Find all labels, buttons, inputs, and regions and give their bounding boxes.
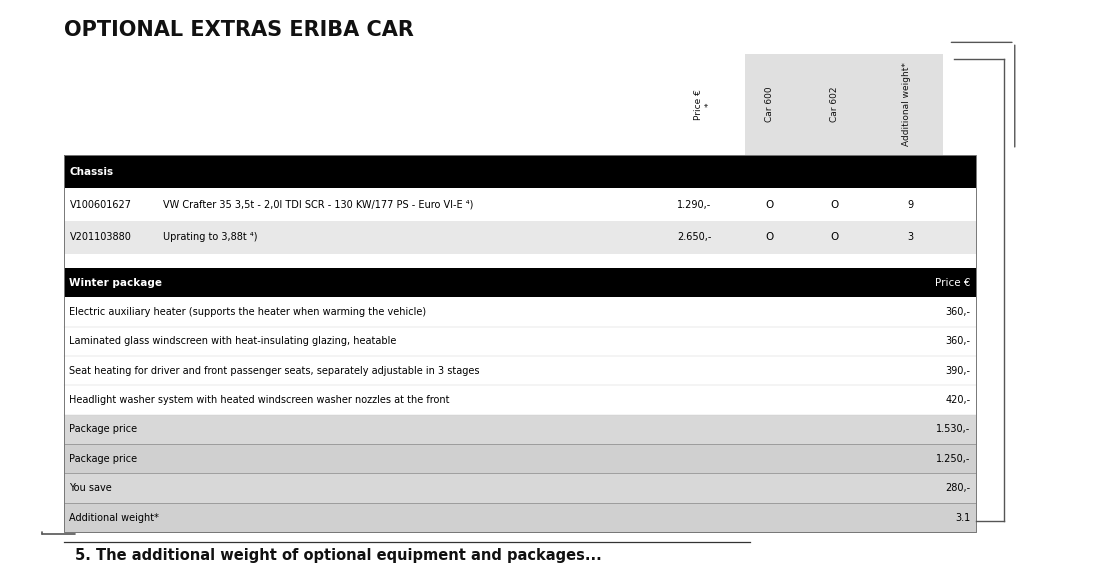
Text: 360,-: 360,-	[945, 307, 971, 317]
Text: 1.290,-: 1.290,-	[677, 199, 711, 210]
Text: V201103880: V201103880	[69, 232, 131, 242]
Bar	[64, 327, 976, 356]
Bar	[64, 155, 976, 188]
Text: V100601627: V100601627	[69, 199, 131, 210]
Text: 1.250,-: 1.250,-	[936, 454, 971, 464]
Text: Additional weight*: Additional weight*	[69, 512, 159, 523]
Text: Package price: Package price	[69, 454, 138, 464]
Text: Uprating to 3,88t ⁴): Uprating to 3,88t ⁴)	[163, 232, 258, 242]
Bar	[64, 473, 976, 503]
Text: 2.650,-: 2.650,-	[677, 232, 711, 242]
Bar	[64, 503, 976, 532]
Text: O: O	[765, 199, 774, 210]
Text: Additional weight*: Additional weight*	[902, 63, 911, 146]
Text: Laminated glass windscreen with heat-insulating glazing, heatable: Laminated glass windscreen with heat-ins…	[69, 336, 397, 346]
Text: 5. The additional weight of optional equipment and packages...: 5. The additional weight of optional equ…	[75, 548, 602, 563]
Text: Price €
*: Price € *	[694, 89, 714, 120]
Bar	[64, 385, 976, 415]
Text: Car 600: Car 600	[765, 86, 774, 123]
Text: 420,-: 420,-	[945, 395, 971, 405]
Text: Winter package: Winter package	[69, 277, 162, 288]
Text: 1.530,-: 1.530,-	[936, 424, 971, 434]
Text: O: O	[765, 232, 774, 242]
Text: You save: You save	[69, 483, 113, 493]
Text: 3: 3	[907, 232, 913, 242]
Bar	[64, 268, 976, 297]
Bar	[64, 356, 976, 385]
Text: Price €: Price €	[935, 277, 971, 288]
Text: 3.1: 3.1	[955, 512, 971, 523]
Text: Electric auxiliary heater (supports the heater when warming the vehicle): Electric auxiliary heater (supports the …	[69, 307, 427, 317]
Text: 9: 9	[907, 199, 913, 210]
Text: VW Crafter 35 3,5t - 2,0l TDI SCR - 130 KW/177 PS - Euro VI-E ⁴): VW Crafter 35 3,5t - 2,0l TDI SCR - 130 …	[163, 199, 473, 210]
Text: Headlight washer system with heated windscreen washer nozzles at the front: Headlight washer system with heated wind…	[69, 395, 450, 405]
Text: 390,-: 390,-	[945, 366, 971, 376]
Text: 360,-: 360,-	[945, 336, 971, 346]
Bar	[64, 297, 976, 327]
Text: 280,-: 280,-	[945, 483, 971, 493]
Bar	[64, 221, 976, 254]
Text: O: O	[831, 199, 839, 210]
Text: Package price: Package price	[69, 424, 138, 434]
Bar	[64, 444, 976, 473]
Bar	[64, 188, 976, 221]
Bar	[64, 415, 976, 444]
Text: OPTIONAL EXTRAS ERIBA CAR: OPTIONAL EXTRAS ERIBA CAR	[64, 20, 414, 40]
Text: Seat heating for driver and front passenger seats, separately adjustable in 3 st: Seat heating for driver and front passen…	[69, 366, 480, 376]
Bar	[64, 155, 976, 532]
Text: Chassis: Chassis	[69, 167, 114, 177]
Text: O: O	[831, 232, 839, 242]
Text: Car 602: Car 602	[831, 87, 839, 122]
Bar	[745, 54, 943, 155]
